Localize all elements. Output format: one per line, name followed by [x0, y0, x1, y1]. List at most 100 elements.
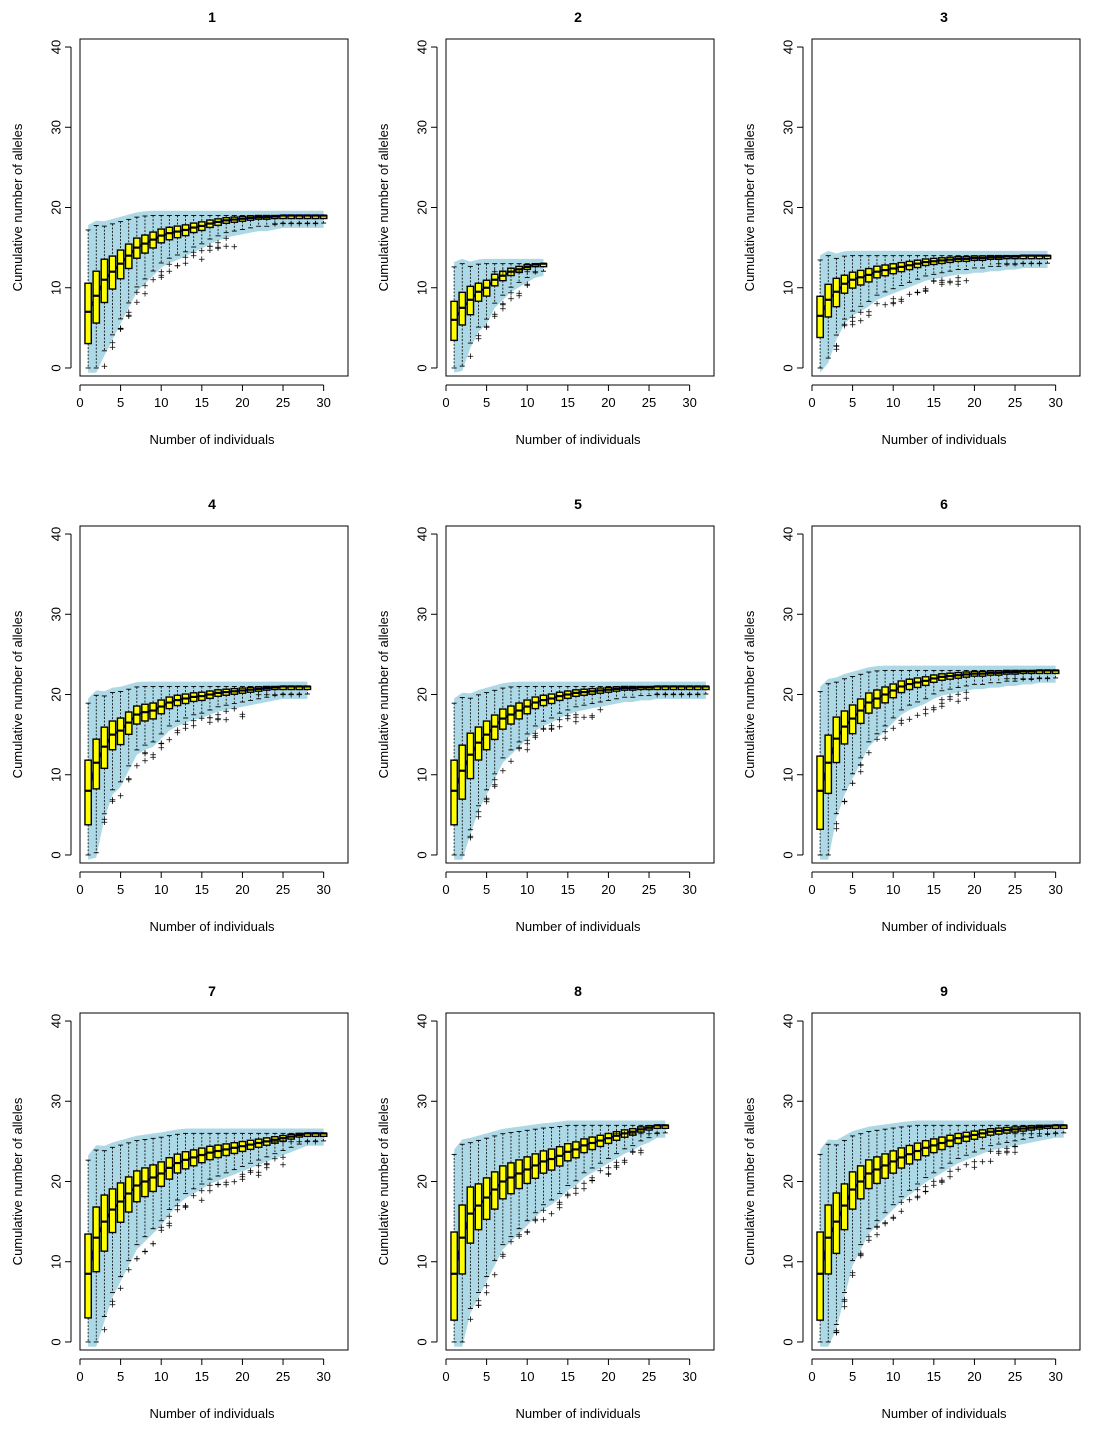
- svg-text:+: +: [865, 749, 873, 759]
- y-axis-title: Cumulative number of alleles: [10, 1097, 25, 1265]
- box-n23: ++: [994, 1124, 1003, 1159]
- x-tick-label: 0: [442, 882, 449, 897]
- svg-text:+: +: [605, 1170, 613, 1180]
- x-tick-label: 0: [808, 395, 815, 410]
- box-n26: +: [1019, 1124, 1028, 1140]
- svg-text:+: +: [133, 298, 141, 308]
- svg-text:+: +: [475, 331, 483, 341]
- svg-text:+: +: [881, 1220, 889, 1230]
- box-n19: +: [596, 1124, 605, 1176]
- svg-text:+: +: [279, 691, 287, 701]
- svg-text:+: +: [873, 735, 881, 745]
- svg-text:+: +: [507, 268, 515, 278]
- svg-text:+: +: [572, 1184, 580, 1194]
- svg-text:+: +: [523, 1227, 531, 1237]
- svg-text:+: +: [661, 691, 669, 701]
- svg-text:+: +: [1003, 674, 1011, 684]
- svg-text:+: +: [109, 343, 117, 353]
- box-n9: +: [149, 215, 157, 285]
- x-tick-label: 20: [601, 1369, 615, 1384]
- svg-text:+: +: [157, 739, 165, 749]
- svg-text:+: +: [515, 268, 523, 278]
- box-n23: [262, 214, 271, 227]
- svg-text:+: +: [166, 267, 174, 277]
- svg-text:+: +: [157, 744, 165, 754]
- box-n13: +++: [547, 686, 556, 735]
- box-n8: +++: [873, 1129, 881, 1240]
- box-n3: +: [466, 265, 475, 362]
- svg-text:+: +: [222, 715, 230, 725]
- box-n14: ++: [189, 215, 198, 261]
- box-n13: +++: [181, 1132, 190, 1213]
- svg-text:+: +: [304, 220, 312, 230]
- svg-text:+: +: [133, 288, 141, 298]
- box-n24: [637, 685, 645, 697]
- box-n11: +: [165, 686, 174, 746]
- box-n12: ++: [539, 1127, 548, 1226]
- svg-text:+: +: [938, 1178, 946, 1188]
- svg-text:+: +: [101, 818, 109, 828]
- svg-text:+: +: [922, 1187, 930, 1197]
- box-n12: +: [905, 1125, 914, 1206]
- svg-text:+: +: [857, 768, 865, 778]
- box-n22: [986, 254, 995, 267]
- svg-text:+: +: [467, 1315, 475, 1325]
- y-axis: 0 10 20 30 40: [48, 527, 72, 859]
- svg-text:+: +: [1027, 260, 1035, 270]
- box-n13: ++: [181, 215, 190, 269]
- box-n11: +++: [531, 686, 540, 743]
- box-n17: ++: [580, 1124, 588, 1195]
- box-n16: +++: [938, 255, 946, 290]
- svg-text:+: +: [475, 1297, 483, 1307]
- box-n15: ++: [929, 669, 938, 715]
- svg-text:+: +: [637, 1148, 645, 1158]
- svg-text:+: +: [849, 779, 857, 789]
- svg-text:+: +: [239, 1175, 247, 1185]
- y-axis: 0 10 20 30 40: [780, 1014, 804, 1346]
- svg-text:+: +: [987, 1157, 995, 1167]
- svg-text:+: +: [499, 304, 507, 314]
- svg-text:+: +: [483, 795, 491, 805]
- svg-text:+: +: [572, 710, 580, 720]
- svg-text:+: +: [987, 1147, 995, 1157]
- svg-text:+: +: [523, 268, 531, 278]
- svg-text:+: +: [149, 1240, 157, 1250]
- svg-text:+: +: [255, 1168, 263, 1178]
- svg-text:+: +: [946, 692, 954, 702]
- x-tick-label: 5: [483, 1369, 490, 1384]
- box-n13: +: [913, 669, 922, 721]
- svg-text:+: +: [857, 1251, 865, 1261]
- svg-text:+: +: [182, 1202, 190, 1212]
- box-n1: [84, 229, 92, 369]
- y-tick-label: 30: [780, 120, 795, 134]
- x-tick-label: 5: [849, 882, 856, 897]
- y-tick-label: 40: [780, 40, 795, 54]
- svg-text:+: +: [1011, 1148, 1019, 1158]
- x-tick-label: 25: [276, 1369, 290, 1384]
- svg-text:+: +: [930, 277, 938, 287]
- chart-title: 8: [574, 983, 582, 999]
- svg-text:+: +: [239, 1170, 247, 1180]
- svg-text:+: +: [532, 733, 540, 743]
- box-n6: +++: [124, 218, 133, 322]
- svg-text:+: +: [833, 345, 841, 355]
- svg-text:+: +: [133, 762, 141, 772]
- svg-text:+: +: [214, 715, 222, 725]
- box-n15: ++: [563, 1124, 572, 1202]
- box-n30: [319, 214, 328, 224]
- box-n6: +: [124, 1142, 133, 1276]
- x-tick-label: 20: [235, 882, 249, 897]
- svg-text:+: +: [580, 1185, 588, 1195]
- svg-text:+: +: [166, 736, 174, 746]
- svg-text:+: +: [1036, 1129, 1044, 1139]
- box-n19: +: [596, 686, 605, 715]
- box-n12: +: [905, 255, 914, 300]
- box-n27: +: [1027, 254, 1036, 270]
- box-n9: ++: [515, 686, 523, 755]
- svg-text:+: +: [1019, 1129, 1027, 1139]
- box-n23: +++: [628, 1124, 637, 1158]
- y-axis: 0 10 20 30 40: [414, 1014, 438, 1346]
- svg-text:+: +: [963, 1160, 971, 1170]
- chart-title: 3: [940, 9, 948, 25]
- svg-text:+: +: [898, 297, 906, 307]
